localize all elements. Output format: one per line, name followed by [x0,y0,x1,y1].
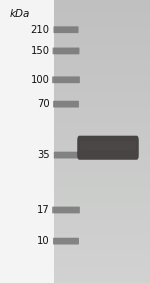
FancyBboxPatch shape [77,136,139,160]
Text: 35: 35 [37,150,50,160]
Text: 17: 17 [37,205,50,215]
Text: 150: 150 [30,46,50,56]
Text: 210: 210 [30,25,50,35]
FancyBboxPatch shape [54,48,78,54]
FancyBboxPatch shape [53,152,79,158]
Text: 70: 70 [37,99,50,109]
FancyBboxPatch shape [80,141,136,150]
Text: 100: 100 [31,75,50,85]
FancyBboxPatch shape [53,238,79,245]
FancyBboxPatch shape [54,207,78,213]
FancyBboxPatch shape [53,76,79,83]
FancyBboxPatch shape [52,101,80,108]
Text: kDa: kDa [9,9,30,19]
FancyBboxPatch shape [54,26,78,33]
Text: 10: 10 [37,236,50,246]
